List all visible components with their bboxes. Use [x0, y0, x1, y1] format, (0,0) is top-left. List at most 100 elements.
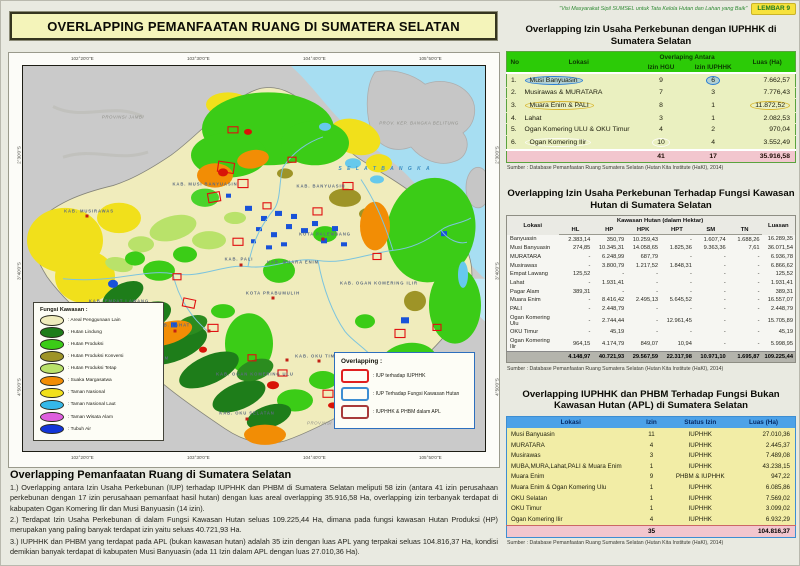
table-cell: IUPHHK	[688, 452, 712, 460]
table-cell: -	[689, 329, 692, 336]
table-cell: 687,79	[640, 253, 659, 260]
map-ticks-right: 2°30'0"S 3°40'0"S 4°50'0"S	[488, 65, 500, 452]
table-cell: 3	[649, 452, 654, 460]
table-cell: 5.645,52	[669, 297, 692, 304]
table-cell: Muara Enim	[511, 473, 545, 481]
map-ticks-top: 102°20'0"E 103°30'0"E 104°40'0"E 105°50'0"E	[22, 56, 486, 64]
table-cell: 11.872,52	[739, 98, 796, 113]
table-cell: -	[588, 253, 591, 260]
table-cell: Ogan Komering ULU & OKU Timur	[522, 123, 635, 136]
table-cell: 3.800,79	[602, 262, 625, 269]
legend-item: : Areal Penggunaan Lain	[40, 315, 158, 326]
table-cell: 1.931,41	[770, 280, 793, 287]
table-cell: Banyuasin	[510, 236, 537, 243]
total-cell: 22.317,98	[660, 351, 694, 363]
table-cell: 849,07	[640, 341, 659, 348]
total-row: 41 17 35.916,58	[506, 148, 796, 163]
table-cell: 6	[687, 71, 740, 88]
overlap-swatch	[341, 369, 369, 383]
table-cell: -	[689, 253, 692, 260]
table-cell: 4	[649, 515, 654, 523]
coordinate-tick: 102°20'0"E	[70, 56, 94, 61]
table-cell: -	[757, 271, 760, 278]
table-cell: -	[723, 262, 726, 269]
table-cell: 6.085,86	[765, 483, 790, 491]
legend-item: : Taman Nasional	[40, 387, 158, 399]
table-cell: 1.217,52	[635, 262, 659, 269]
table-cell: 1	[687, 98, 740, 113]
table-source: Sumber : Database Pemanfaatan Ruang Suma…	[507, 365, 724, 372]
table-cell: 7.569,02	[765, 494, 790, 502]
table-cell: 7.662,57	[739, 71, 796, 88]
legend-label: : Hutan Produksi	[68, 342, 104, 347]
table-row: MURATARA - 6.248,99 687,79 - - - 6.936,78	[507, 253, 796, 262]
table-row: Banyuasin 2.383,14 350,79 10.259,43 - 1.607,7…	[507, 235, 796, 244]
table-cell: Musi Banyuasin	[511, 430, 555, 438]
map-region-label: KAB. EMPAT LAWANG	[88, 298, 150, 304]
table-row: PALI - 2.448,79 - - - - 2.448,79	[507, 305, 796, 314]
table-cell: IUPHHK	[688, 430, 712, 438]
total-cell: 17	[687, 148, 740, 163]
table-cell: 6.	[506, 134, 523, 150]
city-marker	[271, 296, 275, 300]
table-cell: 10.345,31	[598, 245, 625, 252]
table-cell: IUPHHK	[688, 441, 712, 449]
table-cell: 36.071,54	[767, 245, 793, 252]
table-cell: -	[622, 271, 625, 278]
total-cell: 10.971,10	[693, 351, 728, 363]
table-cell: 2.	[506, 86, 523, 99]
table-cell: 1	[649, 505, 654, 513]
table-cell: 274,85	[572, 245, 591, 252]
table-cell: 6.936,78	[770, 253, 793, 260]
table-cell: 3.552,49	[739, 134, 796, 150]
table-cell: IUPHHK	[688, 505, 712, 513]
map-region-label: KAB. OKU TIMUR	[295, 353, 343, 359]
total-cell	[668, 524, 732, 538]
table-cell: 5.998,95	[770, 341, 793, 348]
total-cell: 1.695,87	[727, 351, 762, 363]
legend-swatch	[40, 363, 64, 374]
table-row: 5. Ogan Komering ULU & OKU Timur 4 2 970,04	[506, 123, 796, 136]
city-marker	[85, 214, 89, 218]
table-cell: MUBA,MURA,Lahat,PALI & Muara Enim	[511, 462, 622, 470]
legend-label: : Hutan Produksi Tetap	[68, 366, 117, 372]
table-cell: 4	[634, 123, 688, 136]
legend-label: : Hutan Produksi Konversi	[68, 354, 124, 360]
table-row: MURATARA 4 IUPHHK 2.445,37	[507, 440, 796, 451]
city-marker	[245, 417, 249, 421]
legend-item: : Taman Nasional Laut	[40, 399, 158, 411]
total-cell: 35	[634, 524, 669, 538]
table-cell: 1.825,36	[669, 245, 692, 252]
table-cell: -	[723, 329, 726, 336]
coordinate-tick: 103°30'0"E	[186, 455, 210, 460]
highlight-ellipse: Musi Banyuasin	[524, 75, 583, 85]
table-cell: 10.259,43	[632, 236, 659, 243]
coordinate-tick: 104°40'0"E	[302, 56, 326, 61]
table-row: Muara Enim & Ogan Komering Ulu 1 IUPHHK 6.0…	[507, 482, 796, 493]
legend-item: : Suaka Margasatwa	[40, 375, 158, 387]
col-tn: TN	[727, 225, 762, 236]
table-cell: 1.931,41	[602, 280, 625, 287]
map-region-label: KAB. OGAN KOMERING ILIR	[340, 280, 418, 286]
table-cell: 1	[649, 483, 654, 491]
coordinate-tick: 2°30'0"S	[494, 146, 500, 164]
coordinate-tick: 103°30'0"E	[186, 56, 210, 61]
table-cell: 9	[649, 473, 654, 481]
table-cell: 1	[649, 462, 654, 470]
table-cell: Musirawas & MURATARA	[522, 86, 635, 99]
map-region-label: KOTA PALEMBANG	[299, 231, 351, 237]
notes-list: 1.) Overlapping antara Izin Usaha Perkeb…	[10, 483, 498, 558]
table-cell: 3	[634, 111, 688, 124]
table-cell: 2.383,14	[568, 236, 591, 243]
table-cell: 45,19	[609, 329, 625, 336]
map-canvas: PROVINSI JAMBI PROV. KEP. BANGKA BELITUNG…	[22, 65, 486, 452]
legend-list: : Areal Penggunaan Lain: Hutan Lindung: …	[40, 315, 158, 435]
table-cell: 2.495,13	[635, 297, 659, 304]
table-cell: -	[723, 288, 726, 295]
table2-title: Overlapping Izin Usaha Perkebunan Terhad…	[507, 188, 795, 211]
col-status-izin: Status Izin	[668, 416, 732, 428]
table-cell: 7.489,08	[765, 452, 790, 460]
table-cell: -	[588, 297, 591, 304]
col-group: Kawasan Hutan (dalam Hektar)	[558, 215, 762, 226]
table-row: 6. Ogan Komering Ilir 10 4 3.552,49	[506, 134, 796, 150]
